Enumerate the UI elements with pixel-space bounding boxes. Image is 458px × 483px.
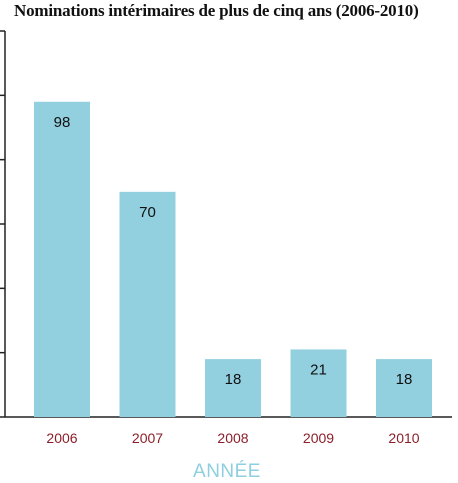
chart-title: Nominations intérimaires de plus de cinq…: [14, 1, 419, 20]
bar: [290, 349, 347, 417]
x-tick-label: 2008: [217, 430, 248, 446]
bar: [119, 191, 176, 417]
bar-value-label: 21: [310, 361, 327, 378]
bar-value-label: 18: [396, 371, 413, 388]
bar-value-label: 98: [54, 114, 71, 131]
bar-value-label: 70: [139, 204, 156, 221]
x-tick-label: 2010: [388, 430, 419, 446]
bar: [34, 101, 90, 418]
x-axis-title: ANNÉE: [193, 461, 261, 482]
bar: [376, 359, 432, 417]
x-tick-label: 2007: [132, 430, 163, 446]
x-tick-label: 2009: [303, 430, 334, 446]
x-tick-label: 2006: [46, 430, 77, 446]
bar-value-label: 18: [225, 371, 242, 388]
plot-area: 98 2006 70 2007 18 2008 21 2009 18 2010: [0, 30, 452, 446]
bar: [205, 359, 261, 417]
